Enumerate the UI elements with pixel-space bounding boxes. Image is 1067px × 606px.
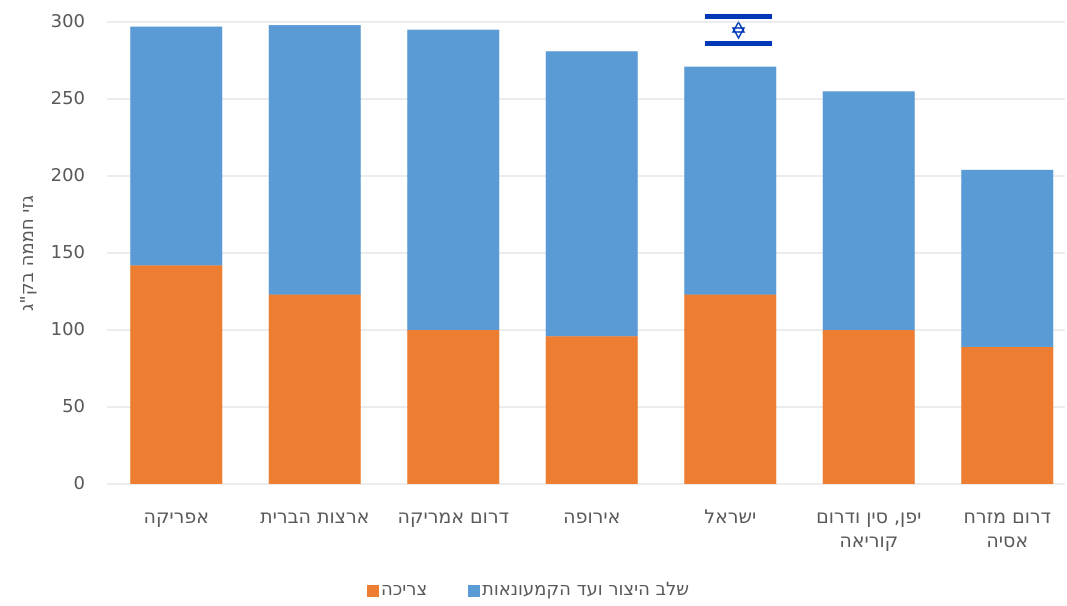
y-tick-label: 0 — [74, 473, 85, 494]
y-tick-label: 100 — [51, 319, 85, 340]
bar-segment — [961, 169, 1054, 347]
bar-segment — [822, 330, 915, 484]
bar-segment — [268, 294, 361, 484]
x-tick-label: אירופה — [563, 506, 621, 528]
bar-segment — [268, 25, 361, 295]
y-tick-label: 150 — [51, 242, 85, 263]
y-tick-label: 50 — [62, 396, 85, 417]
israel-flag — [705, 14, 772, 46]
bar-segment — [822, 91, 915, 330]
y-axis-label: גזי חממה בק"ג — [17, 195, 38, 311]
legend-swatch — [468, 585, 480, 597]
x-tick-label: ישראל — [704, 506, 757, 528]
legend-swatch — [367, 585, 379, 597]
legend-label: צריכה — [381, 579, 428, 600]
bar-segment — [545, 51, 638, 337]
y-tick-label: 300 — [51, 11, 85, 32]
x-tick-label: דרום מזרח אסיה — [963, 506, 1052, 552]
y-tick-label: 200 — [51, 165, 85, 186]
bar-segment — [130, 26, 223, 266]
bar-segment — [407, 29, 500, 330]
bar-segment — [545, 336, 638, 484]
y-tick-label: 250 — [51, 88, 85, 109]
bar-segment — [961, 346, 1054, 484]
x-tick-label: יפן, סין ודרום קוריאה — [816, 506, 922, 552]
x-tick-label: אפריקה — [143, 506, 209, 528]
bar-segment — [407, 330, 500, 484]
bar-segment — [130, 265, 223, 484]
bar-segment — [684, 294, 777, 484]
x-tick-label: דרום אמריקה — [397, 506, 509, 528]
x-tick-label: ארצות הברית — [260, 506, 370, 528]
legend-label: שלב היצור ועד הקמעונאות — [482, 579, 689, 600]
bar-segment — [684, 66, 777, 295]
